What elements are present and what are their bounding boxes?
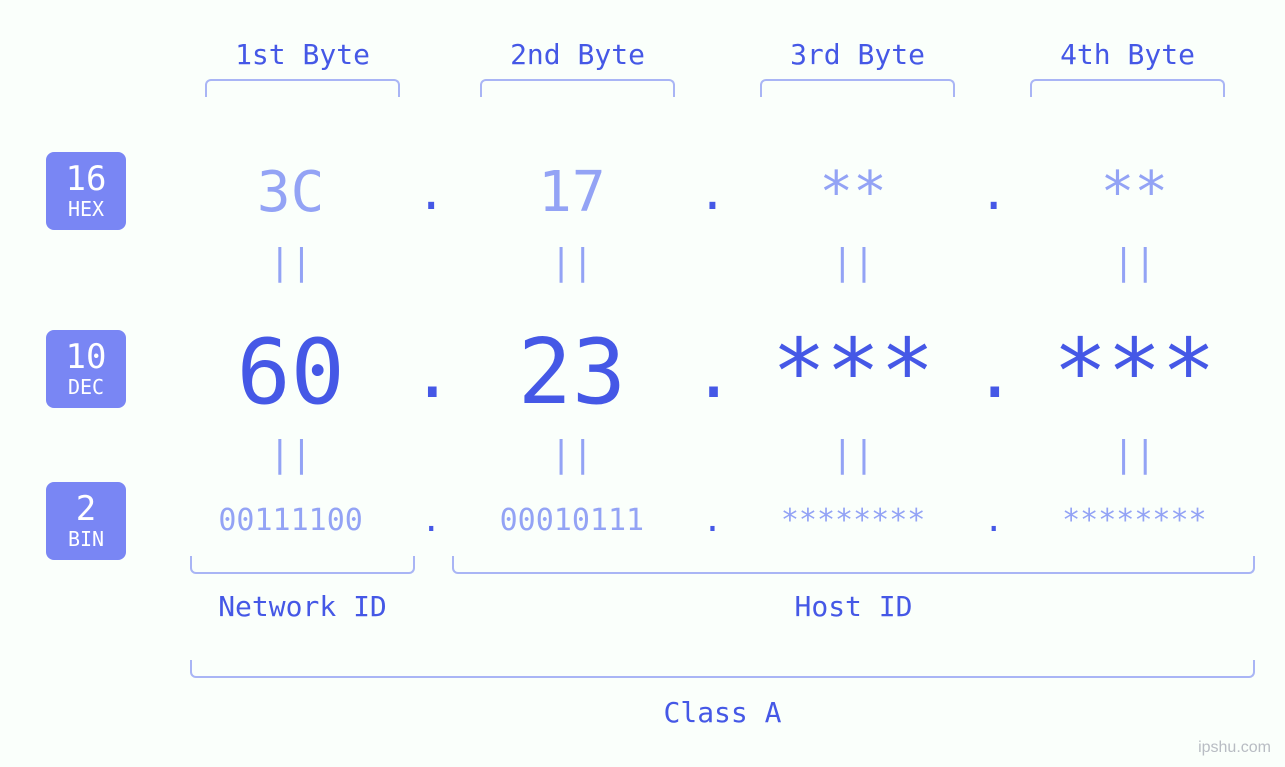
- dot-separator: .: [974, 165, 1014, 221]
- equals-row: || . || . || . ||: [170, 242, 1255, 283]
- equals-icon: ||: [170, 434, 411, 475]
- dot-separator: .: [411, 332, 451, 414]
- badge-num: 10: [66, 340, 107, 376]
- byte-label: 4th Byte: [1030, 38, 1225, 71]
- dec-row: 60 . 23 . *** . ***: [170, 320, 1255, 425]
- dot-separator: .: [411, 500, 451, 540]
- badge-abbr: BIN: [68, 529, 104, 550]
- bin-byte-1: 00111100: [170, 503, 411, 538]
- byte-header-3: 3rd Byte: [760, 38, 955, 97]
- bracket-top-icon: [760, 79, 955, 97]
- byte-label: 3rd Byte: [760, 38, 955, 71]
- bracket-bottom-icon: [452, 556, 1255, 574]
- equals-icon: ||: [733, 434, 974, 475]
- bracket-bottom-icon: [190, 660, 1255, 678]
- dot-separator: .: [693, 165, 733, 221]
- hex-byte-4: **: [1014, 160, 1255, 225]
- byte-header-1: 1st Byte: [205, 38, 400, 97]
- byte-header-2: 2nd Byte: [480, 38, 675, 97]
- watermark-text: ipshu.com: [1198, 739, 1271, 757]
- hex-row: 3C . 17 . ** . **: [170, 160, 1255, 225]
- equals-row: || . || . || . ||: [170, 434, 1255, 475]
- bracket-top-icon: [1030, 79, 1225, 97]
- bin-row: 00111100 . 00010111 . ******** . *******…: [170, 500, 1255, 540]
- bin-byte-2: 00010111: [451, 503, 692, 538]
- badge-abbr: HEX: [68, 199, 104, 220]
- byte-label: 2nd Byte: [480, 38, 675, 71]
- ip-byte-diagram: 1st Byte 2nd Byte 3rd Byte 4th Byte 16 H…: [0, 0, 1285, 767]
- byte-header-4: 4th Byte: [1030, 38, 1225, 97]
- dot-separator: .: [693, 332, 733, 414]
- dec-byte-3: ***: [733, 320, 974, 425]
- dec-byte-1: 60: [170, 320, 411, 425]
- equals-icon: ||: [451, 434, 692, 475]
- badge-num: 16: [66, 162, 107, 198]
- base-badge-dec: 10 DEC: [46, 330, 126, 408]
- bin-byte-4: ********: [1014, 503, 1255, 538]
- network-id-label: Network ID: [190, 590, 415, 623]
- badge-abbr: DEC: [68, 377, 104, 398]
- dot-separator: .: [411, 165, 451, 221]
- dot-separator: .: [693, 500, 733, 540]
- hex-byte-1: 3C: [170, 160, 411, 225]
- base-badge-bin: 2 BIN: [46, 482, 126, 560]
- dec-byte-4: ***: [1014, 320, 1255, 425]
- dot-separator: .: [974, 332, 1014, 414]
- bracket-bottom-icon: [190, 556, 415, 574]
- equals-icon: ||: [451, 242, 692, 283]
- badge-num: 2: [76, 492, 96, 528]
- dec-byte-2: 23: [451, 320, 692, 425]
- equals-icon: ||: [733, 242, 974, 283]
- host-id-label: Host ID: [452, 590, 1255, 623]
- byte-label: 1st Byte: [205, 38, 400, 71]
- equals-icon: ||: [1014, 434, 1255, 475]
- equals-icon: ||: [1014, 242, 1255, 283]
- bin-byte-3: ********: [733, 503, 974, 538]
- bracket-top-icon: [480, 79, 675, 97]
- base-badge-hex: 16 HEX: [46, 152, 126, 230]
- hex-byte-3: **: [733, 160, 974, 225]
- class-label: Class A: [190, 696, 1255, 729]
- dot-separator: .: [974, 500, 1014, 540]
- equals-icon: ||: [170, 242, 411, 283]
- bracket-top-icon: [205, 79, 400, 97]
- hex-byte-2: 17: [451, 160, 692, 225]
